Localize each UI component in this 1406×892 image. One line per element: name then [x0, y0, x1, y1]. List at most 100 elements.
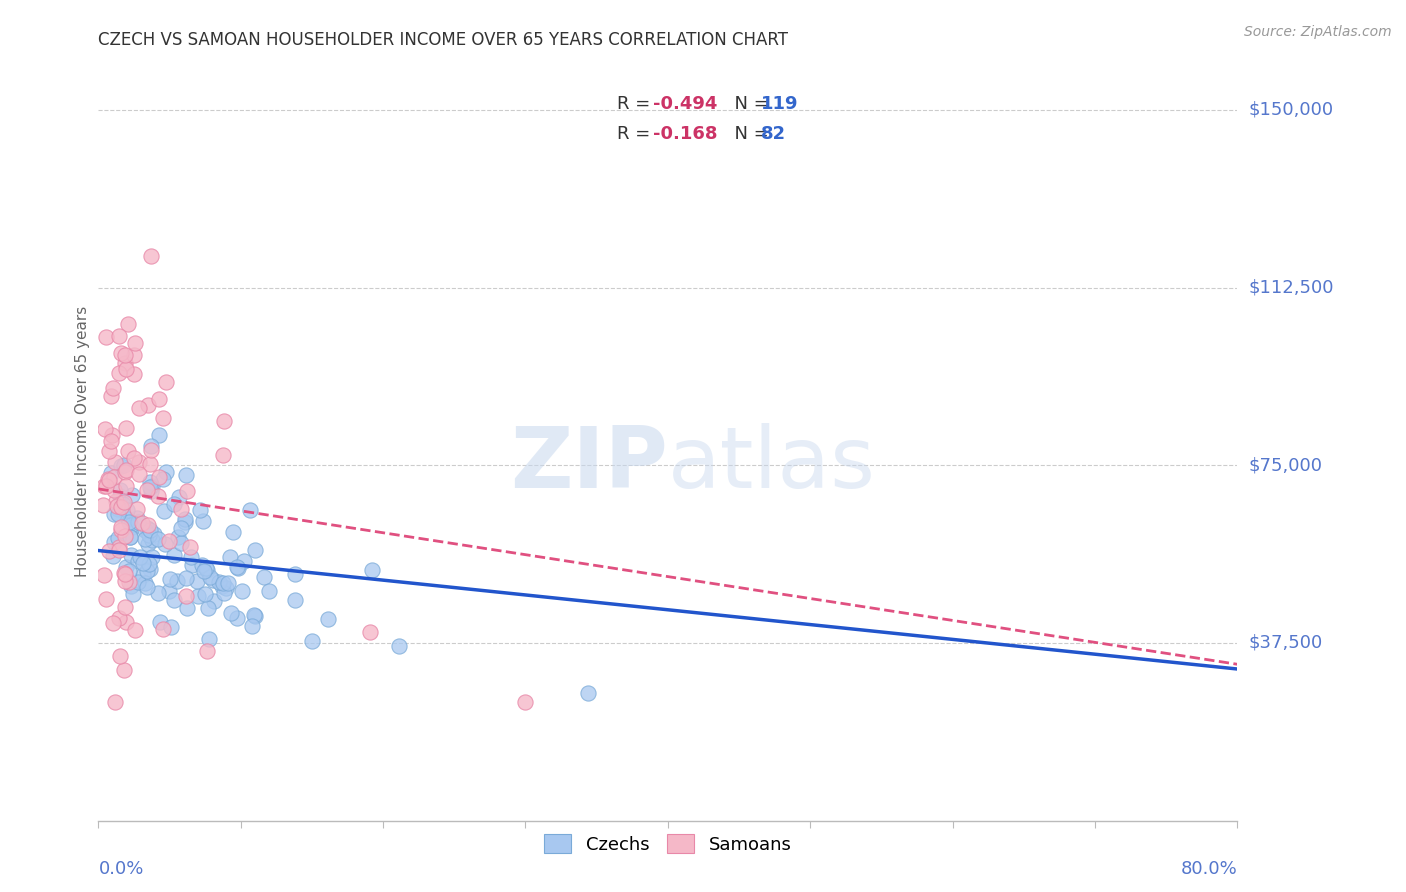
- Point: [152, 622, 174, 636]
- Point: [122, 450, 145, 465]
- Point: [93, 568, 115, 582]
- Point: [198, 570, 221, 584]
- Point: [139, 442, 162, 457]
- Point: [110, 519, 132, 533]
- Point: [155, 375, 177, 389]
- Point: [110, 345, 132, 359]
- Point: [110, 489, 132, 503]
- Point: [108, 483, 131, 497]
- Point: [120, 518, 142, 533]
- Point: [197, 600, 219, 615]
- Point: [148, 392, 170, 406]
- Point: [190, 558, 212, 573]
- Point: [152, 411, 174, 425]
- Point: [112, 494, 135, 508]
- Point: [108, 541, 131, 555]
- Point: [105, 500, 128, 514]
- Point: [179, 540, 201, 554]
- Point: [139, 484, 162, 499]
- Point: [139, 475, 162, 490]
- Point: [100, 466, 122, 480]
- Point: [121, 587, 143, 601]
- Point: [118, 564, 141, 578]
- Text: R =: R =: [617, 95, 655, 113]
- Point: [148, 427, 170, 442]
- Text: ZIP: ZIP: [510, 423, 668, 506]
- Point: [115, 560, 138, 574]
- Point: [125, 502, 148, 516]
- Point: [243, 607, 266, 622]
- Point: [103, 507, 125, 521]
- Point: [576, 686, 599, 700]
- Point: [114, 566, 136, 581]
- Point: [160, 620, 183, 634]
- Text: CZECH VS SAMOAN HOUSEHOLDER INCOME OVER 65 YEARS CORRELATION CHART: CZECH VS SAMOAN HOUSEHOLDER INCOME OVER …: [98, 31, 789, 49]
- Point: [152, 472, 174, 486]
- Point: [110, 523, 132, 537]
- Point: [115, 615, 138, 629]
- Point: [186, 574, 208, 588]
- Text: -0.494: -0.494: [652, 95, 717, 113]
- Point: [97, 443, 120, 458]
- Point: [141, 549, 163, 564]
- Point: [112, 566, 135, 580]
- Point: [204, 594, 226, 608]
- Point: [212, 448, 235, 462]
- Point: [174, 571, 197, 585]
- Point: [225, 560, 247, 574]
- Point: [159, 572, 181, 586]
- Point: [170, 536, 193, 550]
- Point: [117, 317, 139, 331]
- Point: [127, 554, 149, 568]
- Point: [129, 549, 152, 564]
- Point: [218, 549, 240, 564]
- Point: [103, 615, 125, 630]
- Point: [360, 563, 382, 577]
- Point: [163, 497, 186, 511]
- Point: [141, 478, 163, 492]
- Point: [211, 579, 233, 593]
- Point: [112, 664, 135, 678]
- Point: [118, 575, 141, 590]
- Point: [107, 531, 129, 545]
- Point: [114, 574, 136, 588]
- Point: [166, 574, 188, 588]
- Point: [104, 494, 127, 508]
- Point: [245, 543, 267, 558]
- Point: [139, 457, 162, 471]
- Point: [112, 458, 135, 472]
- Point: [100, 389, 122, 403]
- Point: [245, 609, 267, 624]
- Point: [226, 611, 249, 625]
- Point: [132, 567, 155, 582]
- Point: [107, 543, 129, 558]
- Point: [149, 615, 172, 630]
- Point: [239, 503, 262, 517]
- Point: [128, 455, 150, 469]
- Point: [157, 583, 180, 598]
- Point: [127, 574, 149, 589]
- Point: [195, 643, 218, 657]
- Point: [257, 584, 280, 599]
- Point: [134, 532, 156, 546]
- Point: [153, 537, 176, 551]
- Point: [115, 463, 138, 477]
- Point: [122, 348, 145, 362]
- Point: [174, 512, 197, 526]
- Point: [139, 523, 162, 537]
- Point: [163, 592, 186, 607]
- Point: [110, 459, 132, 474]
- Point: [94, 330, 117, 344]
- Text: N =: N =: [723, 95, 775, 113]
- Text: atlas: atlas: [668, 423, 876, 506]
- Point: [212, 576, 235, 591]
- Point: [117, 443, 139, 458]
- Point: [174, 467, 197, 482]
- Point: [108, 329, 131, 343]
- Point: [135, 564, 157, 578]
- Y-axis label: Householder Income Over 65 years: Householder Income Over 65 years: [75, 306, 90, 577]
- Point: [101, 381, 124, 395]
- Point: [114, 528, 136, 542]
- Point: [157, 533, 180, 548]
- Point: [226, 561, 249, 575]
